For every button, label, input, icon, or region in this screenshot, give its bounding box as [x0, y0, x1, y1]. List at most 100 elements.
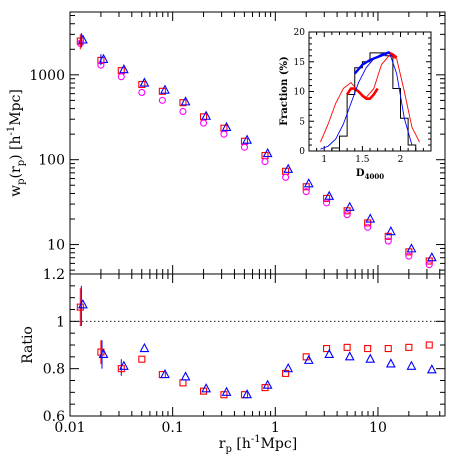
bottom-point-square-marker: [343, 343, 351, 351]
bottom-point-square-marker: [405, 343, 413, 351]
bottom-ytick-label: 1: [56, 314, 65, 330]
bottom-xtick-labels: 0.01 0.1 1 10: [54, 420, 386, 436]
bottom-point-square-marker: [282, 369, 290, 377]
inset-frame: [308, 31, 432, 152]
bottom-point-triangle-marker: [385, 358, 396, 368]
top-point-circle-marker: [364, 223, 372, 231]
top-point-triangle-marker: [118, 64, 129, 74]
bottom-panel-ticks: [69, 273, 445, 417]
bottom-point-triangle-marker: [324, 348, 335, 359]
top-point-triangle-marker: [365, 213, 376, 223]
top-point-square-marker: [384, 232, 392, 240]
top-point-circle-marker: [158, 96, 166, 104]
bottom-point-triangle-marker: [406, 360, 417, 370]
bottom-point-triangle-marker: [262, 379, 273, 389]
top-point-circle-marker: [343, 211, 351, 219]
inset-ticks: [308, 31, 432, 152]
top-panel-points: [76, 33, 437, 269]
top-point-circle-marker: [199, 119, 208, 127]
inset-histogram: [331, 52, 417, 151]
top-point-triangle-marker: [180, 96, 191, 106]
top-point-circle-marker: [261, 158, 269, 166]
bottom-point-triangle-marker: [118, 360, 129, 370]
bottom-point-triangle-marker: [365, 353, 376, 363]
top-point-circle-marker: [138, 88, 146, 97]
top-point-triangle-marker: [283, 163, 294, 173]
inset-lines: [320, 51, 420, 151]
inset-xtick-label: 1.5: [355, 155, 370, 165]
top-point-triangle-marker: [262, 147, 273, 158]
bottom-point-triangle-marker: [139, 342, 150, 353]
top-point-triangle-marker: [242, 134, 253, 144]
inset-ytick-label: 5: [299, 117, 305, 127]
top-point-circle-marker: [323, 199, 331, 207]
bottom-point-square-marker: [138, 355, 146, 363]
top-point-triangle-marker: [160, 84, 170, 94]
bottom-panel: 0.6 0.8 1 1.2 0.01 0.1 1 10 Ratio rp [h-1Mpc]: [20, 267, 446, 455]
inset-xtick-label: 1: [321, 155, 327, 165]
top-point-square-marker: [323, 194, 331, 202]
bottom-xtick-label: 0.01: [54, 420, 85, 436]
bottom-point-triangle-marker: [303, 354, 314, 364]
top-point-circle-marker: [220, 130, 228, 138]
inset-xtick-label: 2: [398, 155, 404, 165]
bottom-xtick-label: 1: [271, 420, 280, 436]
top-ylabel: wp(rp) [h-1Mpc]: [6, 89, 27, 197]
top-point-triangle-marker: [98, 53, 109, 63]
top-ytick-label: 10: [47, 238, 65, 254]
bottom-point-triangle-marker: [426, 364, 437, 374]
top-point-circle-marker: [240, 143, 249, 151]
top-point-circle-marker: [405, 252, 413, 260]
top-point-triangle-marker: [344, 201, 355, 211]
bottom-xtick-label: 10: [369, 420, 387, 436]
bottom-point-triangle-marker: [98, 348, 109, 359]
top-point-square-marker: [158, 87, 166, 95]
top-point-square-marker: [138, 80, 146, 89]
top-point-triangle-marker: [221, 121, 232, 131]
bottom-point-triangle-marker: [180, 371, 191, 381]
inset-ytick-label: 10: [294, 88, 306, 98]
inset-line: [353, 51, 390, 75]
bottom-point-triangle-marker: [242, 389, 253, 399]
top-ytick-label: 100: [38, 153, 65, 169]
bottom-point-triangle-marker: [344, 351, 355, 361]
bottom-ytick-label: 1.2: [43, 267, 65, 283]
bottom-error-bars: [79, 285, 122, 376]
bottom-ylabel: Ratio: [20, 326, 36, 364]
inset-xlabel: D4000: [356, 168, 384, 181]
bottom-xlabel: rp [h-1Mpc]: [219, 434, 297, 455]
top-panel-ticks: [69, 12, 445, 274]
bottom-point-triangle-marker: [283, 362, 294, 373]
bottom-point-triangle-marker: [201, 383, 212, 393]
bottom-point-triangle-marker: [160, 368, 170, 379]
bottom-xtick-label: 0.1: [162, 420, 184, 436]
inset-line: [346, 87, 379, 100]
top-point-triangle-marker: [139, 77, 150, 87]
top-point-circle-marker: [179, 107, 187, 116]
inset-ytick-label: 15: [294, 58, 306, 68]
bottom-ytick-label: 0.8: [43, 362, 65, 378]
bottom-point-triangle-marker: [77, 299, 88, 309]
inset-ylabel: Fraction (%): [279, 56, 290, 126]
top-point-circle-marker: [384, 237, 392, 245]
top-point-circle-marker: [425, 261, 433, 269]
top-point-circle-marker: [302, 188, 310, 196]
top-point-triangle-marker: [324, 190, 335, 200]
bottom-ytick-label: 0.6: [43, 409, 65, 425]
inset-ytick-label: 0: [299, 147, 305, 157]
bottom-point-square-marker: [384, 344, 392, 353]
top-ytick-label: 1000: [29, 68, 65, 84]
bottom-point-square-marker: [179, 379, 187, 387]
top-point-triangle-marker: [406, 243, 417, 253]
top-point-circle-marker: [282, 173, 290, 181]
inset-line: [320, 55, 420, 143]
inset-line: [320, 51, 413, 150]
top-point-circle-marker: [117, 73, 125, 81]
bottom-point-triangle-marker: [221, 386, 232, 396]
bottom-ytick-labels: 0.6 0.8 1 1.2: [43, 267, 65, 425]
bottom-point-square-marker: [425, 341, 433, 349]
